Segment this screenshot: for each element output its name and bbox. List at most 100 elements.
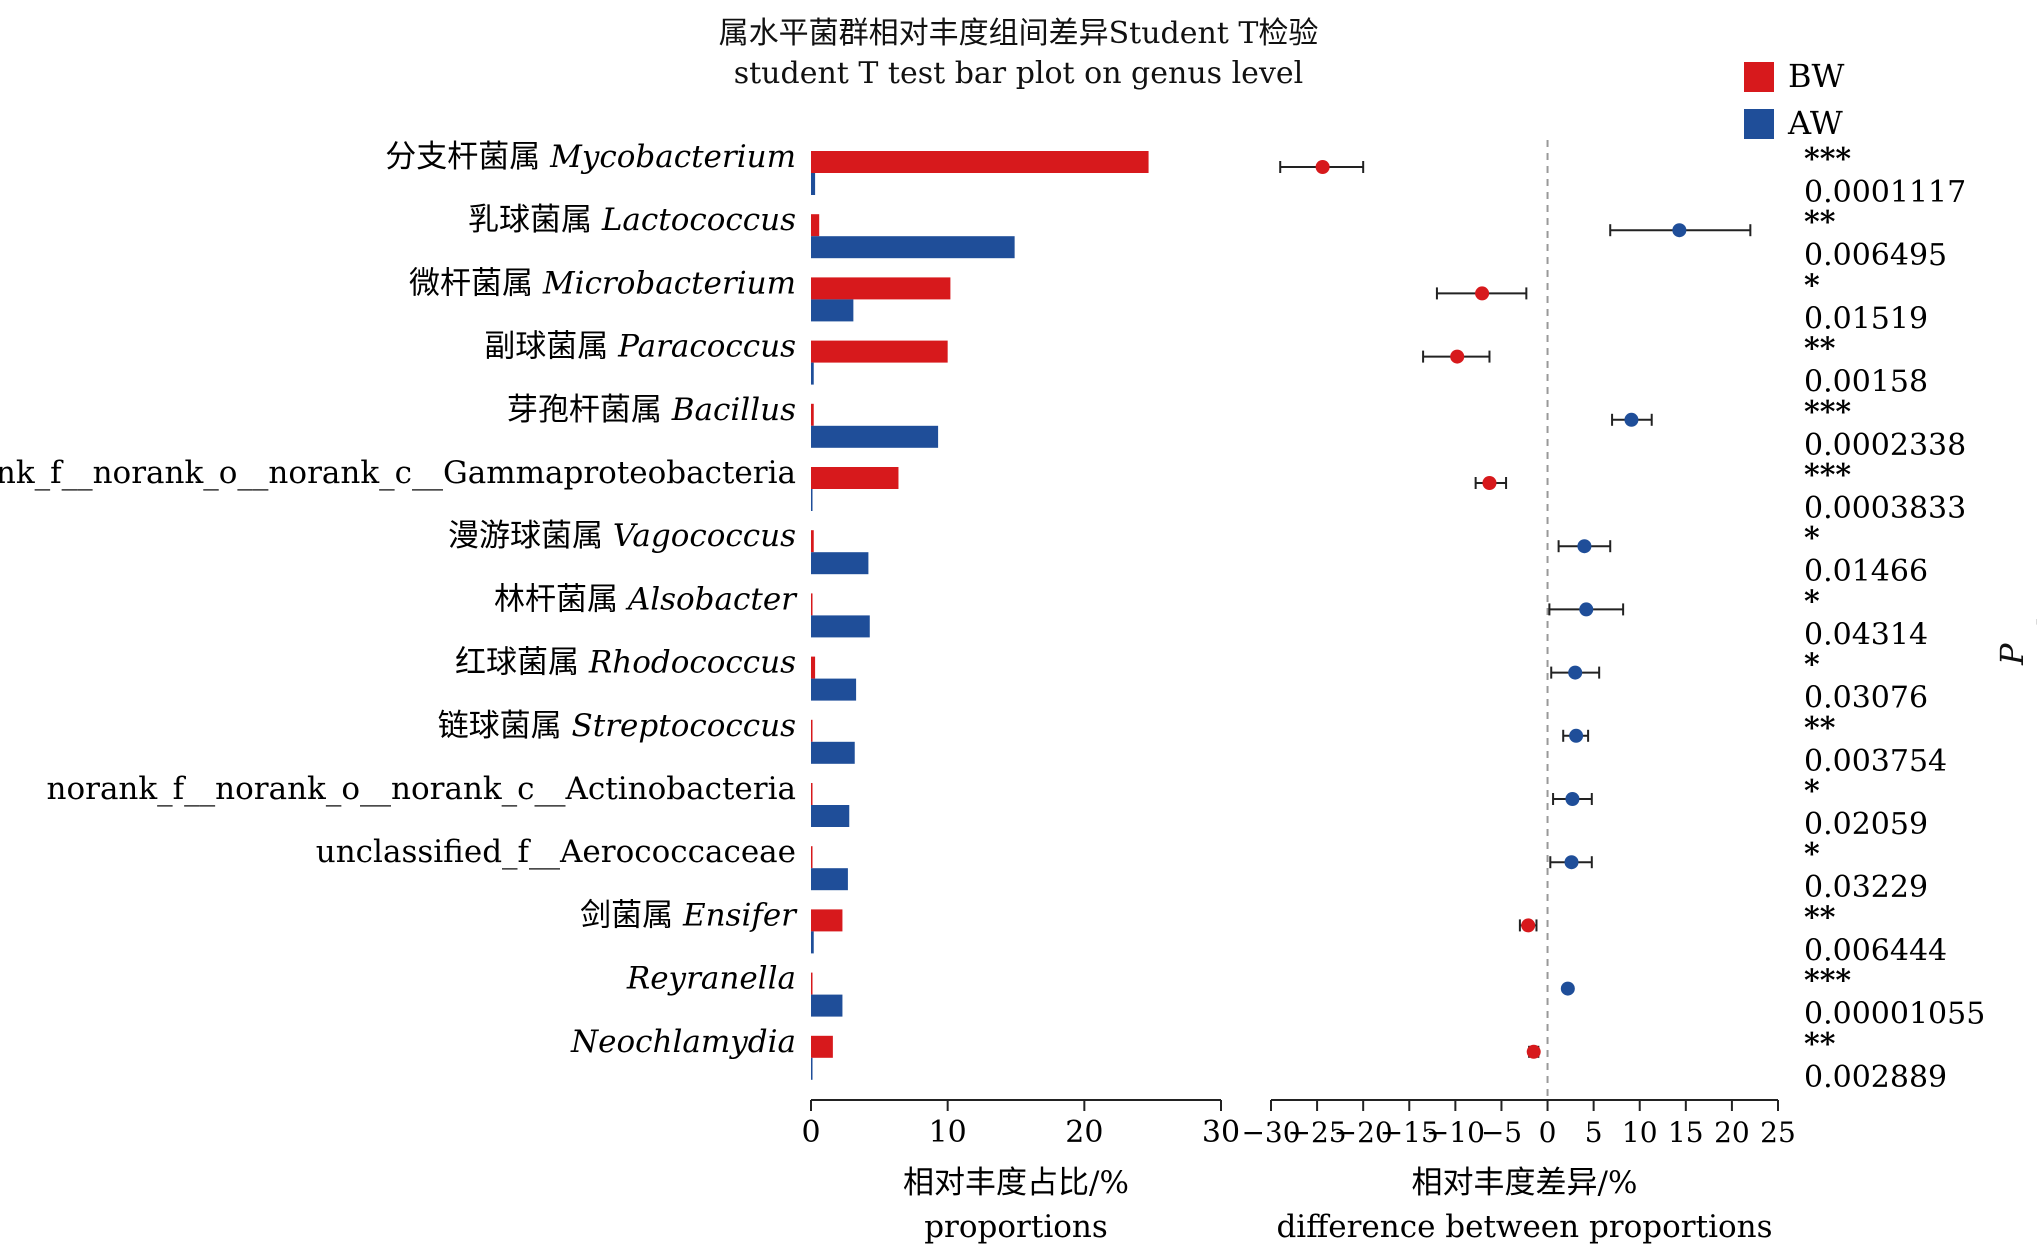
- bar-bw: [811, 277, 951, 300]
- difference-point: [1624, 412, 1639, 427]
- right-tick-label: −15: [1380, 1116, 1439, 1149]
- difference-point: [1482, 476, 1497, 490]
- category-label: Neochlamydia: [570, 1024, 796, 1060]
- category-label: 红球菌属 Rhodococcus: [455, 645, 796, 681]
- category-label: 剑菌属 Ensifer: [580, 897, 798, 933]
- bar-aw: [811, 931, 814, 954]
- bar-aw: [811, 678, 857, 701]
- bar-bw: [811, 783, 813, 805]
- bar-aw: [811, 615, 870, 638]
- legend-label-aw: AW: [1787, 104, 1843, 142]
- right-tick-label: 10: [1622, 1116, 1658, 1149]
- bar-aw: [811, 299, 854, 322]
- category-label: unclassified_f__Aerococcaceae: [316, 834, 796, 870]
- bar-aw: [811, 805, 850, 827]
- significance-stars: ***: [1804, 458, 1851, 493]
- right-tick-label: 0: [1539, 1116, 1557, 1149]
- p-value: 0.006495: [1804, 238, 1947, 273]
- bar-bw: [811, 467, 899, 489]
- category-label: Reyranella: [626, 961, 796, 997]
- category-label: 林杆菌属 Alsobacter: [494, 581, 798, 617]
- difference-point: [1565, 792, 1580, 806]
- significance-stars: **: [1804, 900, 1836, 935]
- significance-stars: *: [1804, 584, 1820, 619]
- difference-point: [1577, 539, 1592, 554]
- category-label: 微杆菌属 Microbacterium: [409, 265, 796, 301]
- right-tick-label: 15: [1668, 1116, 1704, 1149]
- p-value: 0.02059: [1804, 807, 1928, 842]
- p-value-axis-label: P value: [1993, 578, 2037, 665]
- difference-point: [1568, 665, 1583, 680]
- bar-bw: [811, 846, 813, 869]
- right-tick-label: 20: [1714, 1116, 1750, 1149]
- significance-stars: ***: [1804, 142, 1851, 177]
- significance-stars: **: [1804, 332, 1836, 367]
- right-xlabel-en: difference between proportions: [1276, 1209, 1772, 1245]
- bar-aw: [811, 1057, 813, 1080]
- bar-bw: [811, 1035, 833, 1058]
- right-tick-label: −20: [1334, 1116, 1393, 1149]
- bar-aw: [811, 741, 855, 764]
- category-label: norank_f__norank_o__norank_c__Actinobact…: [47, 771, 797, 807]
- bar-aw: [811, 173, 816, 195]
- p-value: 0.0001117: [1804, 175, 1966, 210]
- legend-label-bw: BW: [1788, 57, 1845, 95]
- chart-subtitle: student T test bar plot on genus level: [733, 56, 1304, 91]
- p-value: 0.01466: [1804, 554, 1928, 589]
- left-tick-label: 30: [1202, 1115, 1240, 1150]
- bar-aw: [811, 236, 1015, 259]
- difference-point: [1450, 349, 1465, 364]
- p-value: 0.03229: [1804, 870, 1928, 905]
- difference-point: [1560, 981, 1575, 996]
- bar-aw: [811, 994, 843, 1017]
- difference-point: [1315, 160, 1330, 174]
- significance-stars: *: [1804, 521, 1820, 556]
- significance-stars: *: [1804, 648, 1820, 683]
- right-tick-label: −10: [1426, 1116, 1485, 1149]
- p-value: 0.003754: [1804, 744, 1947, 779]
- bar-bw: [811, 593, 813, 616]
- right-xlabel-cn: 相对丰度差异/%: [1412, 1165, 1638, 1201]
- p-value: 0.0003833: [1804, 491, 1966, 526]
- p-value: 0.0002338: [1804, 428, 1966, 463]
- left-tick-label: 10: [929, 1115, 967, 1150]
- bar-aw: [811, 425, 939, 448]
- category-label: 芽孢杆菌属 Bacillus: [507, 392, 796, 428]
- legend-swatch-aw: [1744, 109, 1774, 139]
- bar-bw: [811, 340, 948, 363]
- category-label: 副球菌属 Paracoccus: [484, 329, 796, 365]
- difference-point: [1521, 918, 1536, 933]
- significance-stars: *: [1804, 837, 1820, 872]
- legend-swatch-bw: [1744, 62, 1774, 92]
- bar-bw: [811, 909, 843, 932]
- significance-stars: **: [1804, 711, 1836, 746]
- right-tick-label: 25: [1760, 1116, 1796, 1149]
- difference-point: [1526, 1044, 1541, 1059]
- difference-point: [1475, 286, 1490, 301]
- bar-bw: [811, 151, 1149, 173]
- bar-bw: [811, 972, 813, 995]
- difference-point: [1672, 223, 1687, 238]
- right-tick-label: 5: [1585, 1116, 1603, 1149]
- p-value: 0.04314: [1804, 617, 1928, 652]
- category-label: 漫游球菌属 Vagococcus: [448, 518, 796, 554]
- left-xlabel-cn: 相对丰度占比/%: [903, 1165, 1129, 1201]
- left-tick-label: 20: [1065, 1115, 1103, 1150]
- bar-bw: [811, 656, 816, 679]
- p-value: 0.01519: [1804, 301, 1928, 336]
- difference-point: [1579, 602, 1594, 617]
- p-value: 0.006444: [1804, 933, 1947, 968]
- significance-stars: *: [1804, 268, 1820, 303]
- bar-bw: [811, 214, 820, 237]
- p-value: 0.00001055: [1804, 997, 1985, 1032]
- right-tick-label: −30: [1241, 1116, 1300, 1149]
- category-label: 乳球菌属 Lactococcus: [468, 202, 796, 238]
- p-value: 0.00158: [1804, 365, 1928, 400]
- significance-stars: **: [1804, 205, 1836, 240]
- bar-bw: [811, 403, 814, 426]
- chart-title: 属水平菌群相对丰度组间差异Student T检验: [718, 16, 1319, 51]
- difference-point: [1569, 728, 1584, 743]
- category-label: norank_f__norank_o__norank_c__Gammaprote…: [0, 455, 796, 491]
- difference-point: [1564, 855, 1579, 870]
